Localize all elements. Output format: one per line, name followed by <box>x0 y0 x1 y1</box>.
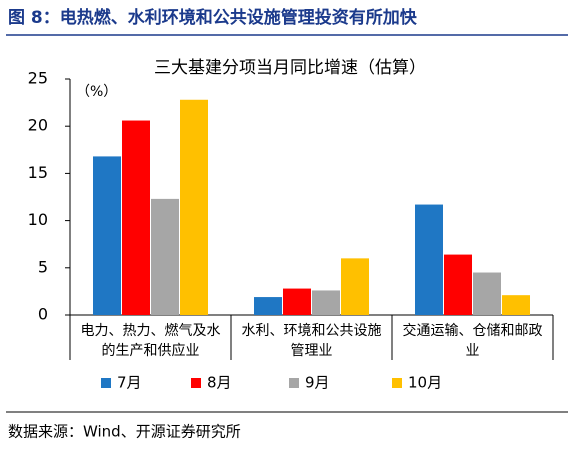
y-tick-label: 10 <box>28 210 48 229</box>
legend-swatch <box>191 378 201 388</box>
x-tick-label: 交通运输、仓储和邮政业 <box>402 323 543 359</box>
y-tick-label: 0 <box>38 305 48 324</box>
bar <box>473 272 501 315</box>
bar <box>122 120 150 315</box>
legend-swatch <box>289 378 299 388</box>
chart-title: 三大基建分项当月同比增速（估算） <box>154 58 426 78</box>
x-tick-label: 水利、环境和公共设施管理业 <box>241 323 382 359</box>
y-tick-label: 25 <box>28 69 48 88</box>
bar <box>415 204 443 315</box>
y-unit: （%） <box>76 84 117 100</box>
legend-label: 10月 <box>408 374 442 392</box>
bar <box>254 297 282 315</box>
legend-swatch <box>101 378 111 388</box>
legend-label: 7月 <box>117 374 142 392</box>
bar <box>312 290 340 315</box>
bar <box>93 156 121 315</box>
x-tick-label: 电力、热力、燃气及水的生产和供应业 <box>80 323 221 359</box>
legend-swatch <box>392 378 402 388</box>
bar <box>283 288 311 315</box>
y-tick-label: 20 <box>28 116 48 135</box>
bar <box>502 295 530 315</box>
bar <box>341 258 369 315</box>
legend-label: 8月 <box>207 374 232 392</box>
legend-label: 9月 <box>305 374 330 392</box>
y-tick-label: 5 <box>38 257 48 276</box>
source: 数据来源：Wind、开源证券研究所 <box>8 423 241 441</box>
bar <box>444 254 472 315</box>
bar <box>180 99 208 315</box>
bar <box>151 198 179 315</box>
y-tick-label: 15 <box>28 163 48 182</box>
page-title: 图 8：电热燃、水利环境和公共设施管理投资有所加快 <box>8 7 418 28</box>
